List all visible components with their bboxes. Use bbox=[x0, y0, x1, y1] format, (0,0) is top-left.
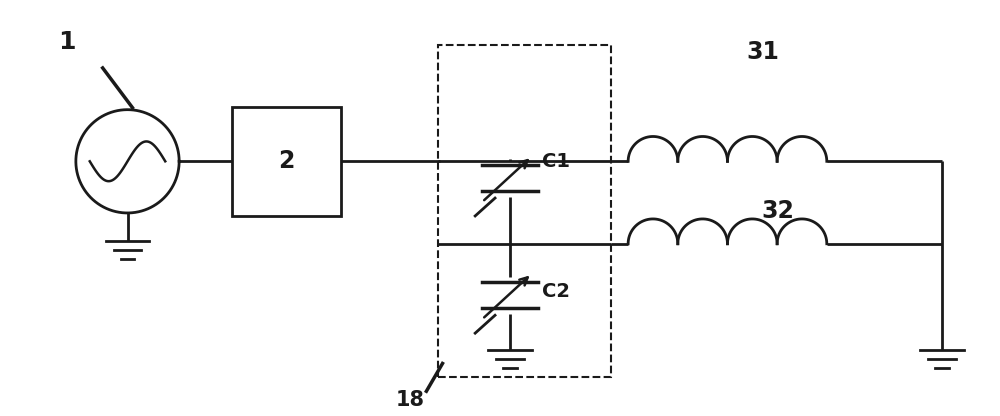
Text: C2: C2 bbox=[542, 282, 570, 301]
Text: 2: 2 bbox=[278, 149, 295, 173]
Bar bbox=[232, 106, 341, 216]
Text: 32: 32 bbox=[762, 199, 795, 223]
Bar bbox=[438, 45, 611, 377]
Text: C1: C1 bbox=[542, 152, 570, 171]
Text: 1: 1 bbox=[58, 30, 75, 54]
Text: 31: 31 bbox=[747, 40, 780, 64]
Text: 18: 18 bbox=[396, 390, 425, 410]
